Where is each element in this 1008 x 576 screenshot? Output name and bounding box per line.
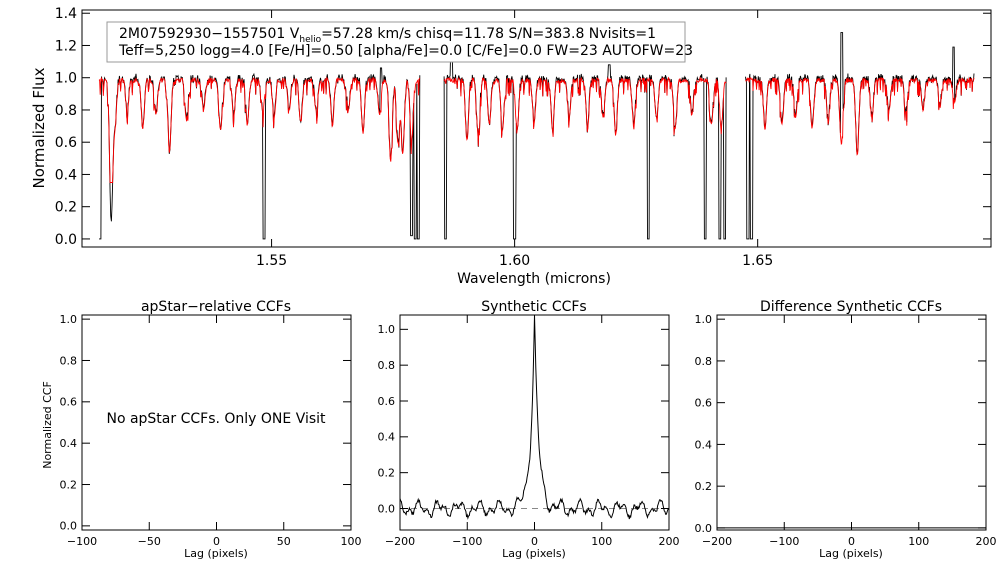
- no-ccf-message: No apStar CCFs. Only ONE Visit: [106, 411, 326, 427]
- spectrum-y-tick-label: 1.4: [55, 6, 77, 22]
- apstar-ccf-x-tick-label: 0: [213, 535, 220, 548]
- difference-ccf-title: Difference Synthetic CCFs: [760, 299, 942, 315]
- difference-ccf-y-tick-label: 0.4: [695, 438, 713, 451]
- info-box-frame: [106, 21, 686, 63]
- spectrum-plot: 1.55 1.60 1.65 0.0 0.2 0.4 0.6 0.8 1.0 1.2 1.4 2M0…: [30, 6, 992, 287]
- apstar-ccf-x-axis-label: Lag (pixels): [184, 547, 248, 560]
- spectrum-axes-frame: [81, 9, 992, 248]
- synthetic-ccf-x-tick-label: −100: [452, 535, 482, 548]
- synthetic-ccf-y-tick-label: 0.4: [378, 431, 396, 444]
- apstar-ccf-title: apStar−relative CCFs: [141, 299, 291, 315]
- synthetic-ccf-y-tick-label: 1.0: [378, 323, 396, 336]
- apstar-ccf-y-tick-label: 0.4: [60, 437, 78, 450]
- difference-ccf-y-tick-label: 0.0: [695, 522, 713, 535]
- difference-ccf-x-tick-label: 0: [848, 535, 855, 548]
- apstar-ccf-y-tick-label: 0.8: [60, 354, 78, 367]
- apstar-ccf-x-tick-label: −50: [138, 535, 161, 548]
- synthetic-ccf-plot: Synthetic CCFs −200 −100 0 100 200 0.0 0.2 0.4 0…: [378, 299, 680, 560]
- info-box-line-1: 2M07592930−1557501 Vhelio=57.28 km/s chi…: [119, 26, 656, 45]
- spectrum-info-box: 2M07592930−1557501 Vhelio=57.28 km/s chi…: [106, 21, 693, 63]
- synthetic-ccf-y-tick-label: 0.6: [378, 395, 396, 408]
- spectrum-x-axis-label: Wavelength (microns): [457, 271, 611, 287]
- spectrum-x-tick-label: 1.60: [499, 253, 530, 269]
- synthetic-ccf-series: [399, 314, 670, 520]
- observed-spectrum-chip-1: [99, 67, 421, 240]
- difference-ccf-axes-frame: [716, 314, 987, 531]
- spectrum-y-tick-label: 1.2: [55, 38, 77, 54]
- apstar-ccf-x-tick-label: 100: [341, 535, 362, 548]
- difference-ccf-x-tick-label: −200: [702, 535, 732, 548]
- spectrum-y-tick-label: 0.2: [55, 200, 77, 216]
- synthetic-ccf-x-tick-label: 200: [659, 535, 680, 548]
- spectrum-y-tick-label: 0.8: [55, 103, 77, 119]
- spectrum-y-tick-label: 0.6: [55, 135, 77, 151]
- synthetic-ccf-x-tick-label: 0: [531, 535, 538, 548]
- difference-ccf-x-tick-label: 100: [908, 535, 929, 548]
- difference-ccf-x-tick-label: −100: [769, 535, 799, 548]
- apstar-ccf-ticks: −100 −50 0 50 100 0.0 0.2 0.4 0.6 0.8 1.0: [60, 313, 362, 548]
- apstar-ccf-plot: apStar−relative CCFs −100 −50 0 50 100 0.0 0.2…: [41, 299, 362, 560]
- difference-ccf-y-tick-label: 0.6: [695, 397, 713, 410]
- synthetic-ccf-lines: [399, 314, 670, 520]
- apstar-ccf-y-tick-label: 1.0: [60, 313, 78, 326]
- difference-ccf-x-axis-label: Lag (pixels): [819, 547, 883, 560]
- synthetic-spectrum-chip-1: [98, 76, 421, 183]
- spectrum-y-tick-label: 1.0: [55, 71, 77, 87]
- synthetic-ccf-y-tick-label: 0.8: [378, 359, 396, 372]
- synthetic-ccf-y-tick-label: 0.0: [378, 502, 396, 515]
- synthetic-ccf-x-tick-label: −200: [385, 535, 415, 548]
- difference-ccf-plot: Difference Synthetic CCFs −200 −100 0 100 20…: [695, 299, 997, 560]
- synthetic-ccf-y-tick-label: 0.2: [378, 467, 396, 480]
- synthetic-ccf-ticks: −200 −100 0 100 200 0.0 0.2 0.4 0.6 0.8 1.0: [378, 315, 680, 548]
- difference-ccf-y-tick-label: 1.0: [695, 313, 713, 326]
- synthetic-ccf-title: Synthetic CCFs: [481, 299, 586, 315]
- apstar-ccf-y-tick-label: 0.2: [60, 478, 78, 491]
- spectrum-y-tick-label: 0.4: [55, 167, 77, 183]
- observed-spectrum-chip-3: [745, 32, 975, 240]
- synthetic-spectrum-chip-3: [745, 77, 975, 156]
- apstar-ccf-y-axis-label: Normalized CCF: [41, 381, 54, 469]
- spectrum-y-tick-label: 0.0: [55, 232, 77, 248]
- difference-ccf-y-tick-label: 0.2: [695, 480, 713, 493]
- spectrum-x-tick-label: 1.65: [742, 253, 773, 269]
- difference-ccf-ticks: −200 −100 0 100 200 0.0 0.2 0.4 0.6 0.8 1.0: [695, 313, 997, 548]
- apstar-ccf-x-tick-label: 50: [277, 535, 291, 548]
- synthetic-ccf-x-tick-label: 100: [591, 535, 612, 548]
- synthetic-spectrum-chip-2: [443, 76, 727, 147]
- spectrum-y-axis-label: Normalized Flux: [30, 67, 48, 188]
- apstar-ccf-y-tick-label: 0.0: [60, 520, 78, 533]
- difference-ccf-x-tick-label: 200: [976, 535, 997, 548]
- apstar-ccf-x-tick-label: −100: [67, 535, 97, 548]
- synthetic-spectrum-line: [98, 76, 975, 183]
- spectrum-x-tick-label: 1.55: [256, 253, 287, 269]
- synthetic-ccf-axes-frame: [399, 314, 670, 531]
- info-box-line-2: Teff=5,250 logg=4.0 [Fe/H]=0.50 [alpha/F…: [118, 43, 693, 59]
- spectrum-ticks: 1.55 1.60 1.65 0.0 0.2 0.4 0.6 0.8 1.0 1.2 1.4: [55, 6, 991, 269]
- difference-ccf-y-tick-label: 0.8: [695, 355, 713, 368]
- synthetic-ccf-x-axis-label: Lag (pixels): [502, 547, 566, 560]
- apstar-ccf-y-tick-label: 0.6: [60, 396, 78, 409]
